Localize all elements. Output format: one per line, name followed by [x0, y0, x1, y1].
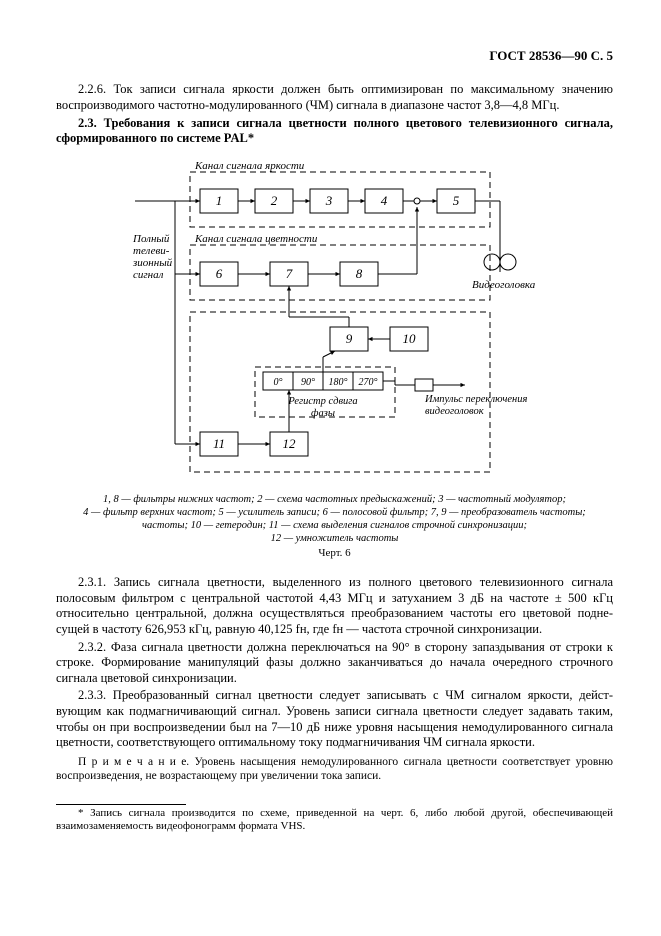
figure-6-legend: 1, 8 — фильтры нижних частот; 2 — схема … — [76, 493, 593, 546]
para-2-2-6: 2.2.6. Ток записи сигнала яркости должен… — [56, 82, 613, 113]
svg-text:6: 6 — [215, 266, 222, 281]
svg-text:Импульс переключения: Импульс переключения — [424, 394, 527, 405]
svg-text:2: 2 — [270, 193, 277, 208]
para-2-3-heading: 2.3. Требования к записи сигнала цветнос… — [56, 116, 613, 147]
svg-text:10: 10 — [402, 331, 416, 346]
diagram-svg: Канал сигнала яркости Канал сигнала цветн… — [95, 157, 575, 487]
svg-text:9: 9 — [345, 331, 352, 346]
svg-text:телеви-: телеви- — [133, 245, 170, 257]
svg-text:Канал сигнала яркости: Канал сигнала яркости — [194, 160, 305, 172]
svg-text:Канал сигнала цветности: Канал сигнала цветности — [194, 233, 318, 245]
svg-text:видеоголовок: видеоголовок — [425, 406, 484, 417]
svg-text:Регистр сдвига: Регистр сдвига — [287, 396, 357, 407]
footnote: * Запись сигнала производится по схеме, … — [56, 807, 613, 835]
page: ГОСТ 28536—90 С. 5 2.2.6. Ток записи сиг… — [0, 0, 661, 936]
svg-text:зионный: зионный — [132, 257, 173, 269]
page-header: ГОСТ 28536—90 С. 5 — [56, 48, 613, 64]
note: П р и м е ч а н и е. Уровень насыщения н… — [56, 755, 613, 784]
para-2-3-2: 2.3.2. Фаза сигнала цветности должна пер… — [56, 640, 613, 687]
para-2-3-3: 2.3.3. Преобразованный сигнал цветности … — [56, 688, 613, 751]
figure-6-diagram: Канал сигнала яркости Канал сигнала цветн… — [56, 157, 613, 487]
svg-text:1: 1 — [215, 193, 222, 208]
svg-text:0°: 0° — [273, 377, 282, 388]
svg-text:5: 5 — [452, 193, 459, 208]
svg-text:4: 4 — [380, 193, 387, 208]
svg-text:сигнал: сигнал — [133, 269, 164, 281]
svg-text:90°: 90° — [301, 377, 315, 388]
svg-text:3: 3 — [324, 193, 332, 208]
svg-text:12: 12 — [282, 436, 296, 451]
footnote-rule — [56, 804, 186, 805]
para-2-3-1: 2.3.1. Запись сигнала цветности, выделен… — [56, 575, 613, 638]
svg-text:180°: 180° — [328, 377, 347, 388]
svg-text:270°: 270° — [358, 377, 377, 388]
svg-text:фазы: фазы — [311, 408, 335, 419]
svg-text:Видеоголовка: Видеоголовка — [472, 279, 536, 291]
svg-text:8: 8 — [355, 266, 362, 281]
svg-text:Полный: Полный — [132, 233, 170, 245]
svg-text:7: 7 — [285, 266, 292, 281]
svg-text:11: 11 — [212, 436, 224, 451]
figure-6-caption: Черт. 6 — [56, 547, 613, 561]
